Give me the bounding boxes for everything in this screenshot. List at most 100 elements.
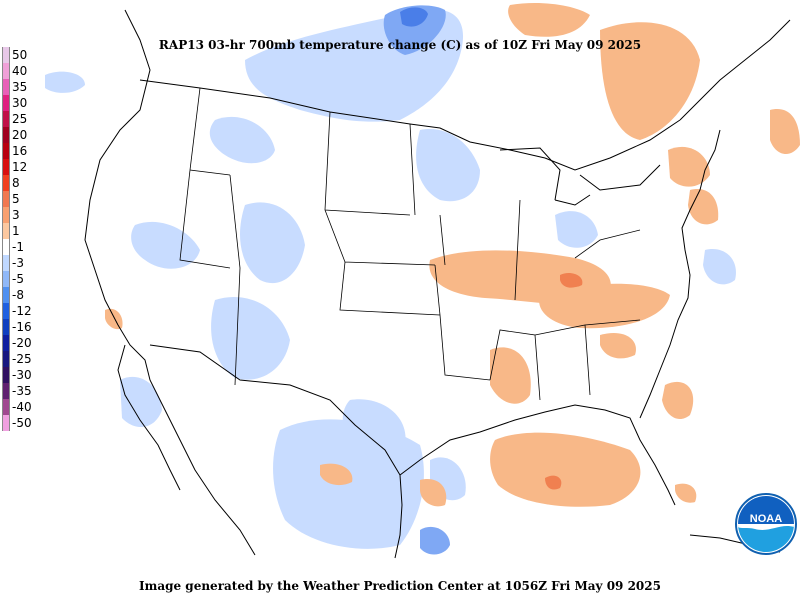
legend-label: -16 (12, 320, 32, 334)
legend-swatch (2, 335, 10, 351)
legend-swatch (2, 95, 10, 111)
border-canada-east (679, 19, 791, 121)
cool-area-southwest (211, 296, 290, 380)
cool-area-canada-core-2 (400, 7, 428, 27)
legend-item: -20 (2, 335, 38, 351)
noaa-logo-text: NOAA (750, 513, 782, 525)
legend-swatch (2, 111, 10, 127)
legend-label: -20 (12, 336, 32, 350)
legend-swatch (2, 79, 10, 95)
legend-item: 20 (2, 127, 38, 143)
border-us-canada (139, 79, 681, 171)
legend-swatch (2, 271, 10, 287)
legend-item: 3 (2, 207, 38, 223)
warm-area-quebec (600, 22, 700, 140)
legend-item: 16 (2, 143, 38, 159)
legend-swatch (2, 143, 10, 159)
cool-area-northern-plains (416, 129, 480, 202)
legend-item: 35 (2, 79, 38, 95)
warm-area-california (105, 308, 123, 330)
legend-label: 35 (12, 80, 28, 94)
legend-label: 20 (12, 128, 28, 142)
cool-area-rockies (240, 202, 305, 284)
legend-label: 5 (12, 192, 20, 206)
legend-swatch (2, 175, 10, 191)
legend-item: -30 (2, 367, 38, 383)
legend-swatch (2, 159, 10, 175)
warm-area-gulf (490, 432, 641, 507)
legend-item: 5 (2, 191, 38, 207)
color-legend: 50 40 35 30 25 20 16 12 8 5 3 1 -1 -3 -5 -8 -12 -16 -20 -25… (2, 47, 38, 431)
legend-swatch (2, 63, 10, 79)
legend-label: 30 (12, 96, 28, 110)
warm-area-atlantic-ne (688, 189, 719, 225)
legend-swatch (2, 303, 10, 319)
legend-item: 1 (2, 223, 38, 239)
legend-item: 12 (2, 159, 38, 175)
coastline-east (639, 129, 721, 419)
warm-area-texas-south (320, 463, 353, 486)
cool-area-canada-core (383, 5, 446, 56)
legend-label: -35 (12, 384, 32, 398)
warm-anomaly-areas (105, 3, 800, 507)
cool-area-mexico-core (420, 526, 450, 555)
legend-label: 16 (12, 144, 28, 158)
legend-label: -12 (12, 304, 32, 318)
warm-area-tennessee (600, 332, 636, 359)
warm-area-ontario-north (508, 3, 590, 37)
warm-area-florida-east (662, 381, 694, 420)
legend-item: -40 (2, 399, 38, 415)
cool-area-texas-coast (342, 399, 406, 457)
legend-label: 40 (12, 64, 28, 78)
legend-label: 12 (12, 160, 28, 174)
weather-map (45, 3, 800, 559)
warm-area-east-gulf (675, 483, 697, 503)
warm-area-new-england (668, 146, 710, 187)
legend-item: -25 (2, 351, 38, 367)
legend-swatch (2, 223, 10, 239)
legend-swatch (2, 351, 10, 367)
border-us-mexico (149, 344, 401, 476)
legend-swatch (2, 399, 10, 415)
boundaries (84, 9, 791, 559)
baja-peninsula (117, 344, 181, 491)
map-title: RAP13 03-hr 700mb temperature change (C)… (158, 38, 642, 52)
legend-label: -50 (12, 416, 32, 430)
legend-label: 1 (12, 224, 20, 238)
legend-label: -30 (12, 368, 32, 382)
map-footer: Image generated by the Weather Predictio… (139, 579, 661, 593)
cool-area-baja (120, 376, 162, 428)
legend-item: -12 (2, 303, 38, 319)
legend-swatch (2, 287, 10, 303)
state-lines-grid (179, 87, 641, 401)
legend-swatch (2, 319, 10, 335)
cool-area-atlantic (703, 249, 736, 285)
legend-item: -8 (2, 287, 38, 303)
legend-item: -5 (2, 271, 38, 287)
legend-swatch (2, 367, 10, 383)
cool-area-pacific (45, 71, 85, 93)
legend-swatch (2, 415, 10, 431)
legend-label: -5 (12, 272, 24, 286)
legend-swatch (2, 207, 10, 223)
legend-item: -50 (2, 415, 38, 431)
legend-label: -1 (12, 240, 24, 254)
legend-swatch (2, 255, 10, 271)
noaa-logo: NOAA (735, 493, 797, 555)
legend-swatch (2, 127, 10, 143)
warm-area-maritimes (770, 109, 800, 155)
legend-swatch (2, 47, 10, 63)
warm-area-gulf-west (420, 479, 447, 507)
legend-item: 50 (2, 47, 38, 63)
legend-label: -25 (12, 352, 32, 366)
legend-label: -40 (12, 400, 32, 414)
legend-item: -16 (2, 319, 38, 335)
legend-item: -3 (2, 255, 38, 271)
legend-item: -35 (2, 383, 38, 399)
warm-area-kentucky-core (560, 273, 583, 288)
warm-area-gulf-core (545, 475, 562, 490)
legend-swatch (2, 191, 10, 207)
legend-item: 25 (2, 111, 38, 127)
legend-item: 30 (2, 95, 38, 111)
